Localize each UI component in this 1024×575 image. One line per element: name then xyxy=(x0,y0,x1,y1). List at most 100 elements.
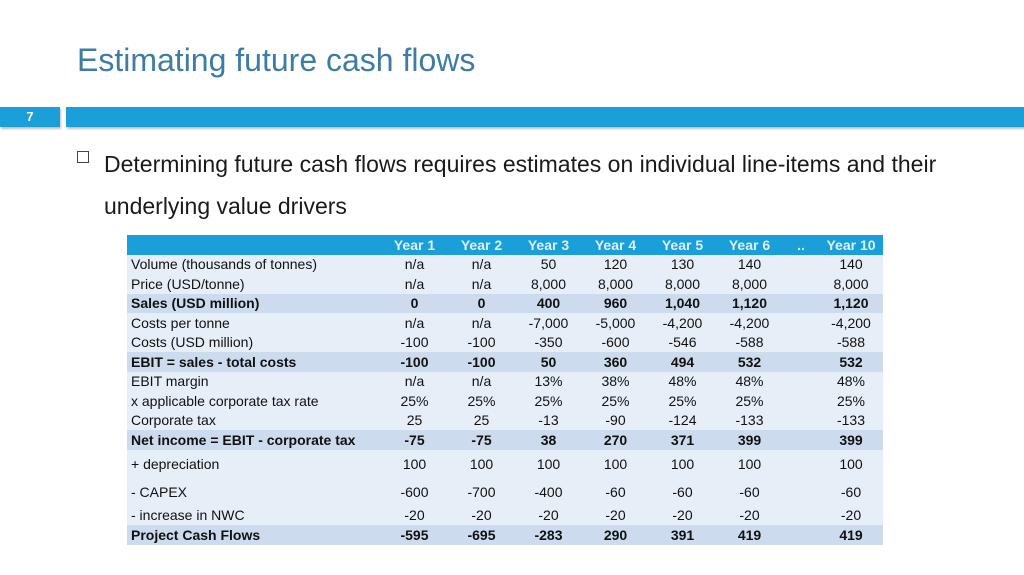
value-cell: 290 xyxy=(603,526,628,543)
value-cell: 13% xyxy=(534,373,563,390)
value-cell: 1,040 xyxy=(664,295,701,312)
value-cell: -695 xyxy=(467,526,496,543)
value-cell: 25% xyxy=(534,392,563,409)
value-cell: 8,000 xyxy=(731,275,768,292)
value-cell: 399 xyxy=(737,431,762,448)
value-cell xyxy=(783,255,819,275)
value-cell: -90 xyxy=(605,412,626,429)
value-cell: -546 xyxy=(668,334,697,351)
table-row: Costs (USD million) -100 -100 -350 -600 -546 -… xyxy=(127,332,883,353)
value-cell: 419 xyxy=(737,526,762,543)
row-label: x applicable corporate tax rate xyxy=(131,392,319,409)
value-cell: 48% xyxy=(668,373,697,390)
value-cell xyxy=(783,450,819,478)
value-cell: -20 xyxy=(404,507,425,524)
value-cell: 1,120 xyxy=(731,295,768,312)
header-bar xyxy=(66,107,1024,127)
row-label: + depreciation xyxy=(131,455,220,472)
value-cell: 419 xyxy=(839,526,863,543)
value-cell: n/a xyxy=(404,373,425,390)
table-row: Corporate tax 25 25 -13 -90 -124 -133 -133 xyxy=(127,410,883,430)
value-cell: 120 xyxy=(603,256,628,273)
value-cell: 1,120 xyxy=(833,295,869,312)
header-year-cell: Year 1 xyxy=(381,235,448,255)
value-cell: 25% xyxy=(400,392,429,409)
value-cell: 8,000 xyxy=(664,275,701,292)
value-cell xyxy=(783,478,819,506)
value-cell xyxy=(783,333,819,353)
value-cell: -60 xyxy=(605,483,626,500)
row-label: Price (USD/tonne) xyxy=(131,275,245,292)
value-cell: -4,200 xyxy=(831,314,871,331)
value-cell: -7,000 xyxy=(528,314,569,331)
value-cell xyxy=(783,430,819,450)
value-cell: -700 xyxy=(467,483,496,500)
value-cell: 100 xyxy=(469,455,494,472)
value-cell: 100 xyxy=(670,455,695,472)
value-cell: 8,000 xyxy=(530,275,567,292)
value-cell: -20 xyxy=(672,507,693,524)
value-cell: -350 xyxy=(534,334,563,351)
value-cell: n/a xyxy=(471,373,492,390)
value-cell: -595 xyxy=(400,526,429,543)
value-cell: 100 xyxy=(603,455,628,472)
row-label: Corporate tax xyxy=(131,412,216,429)
table-row: Costs per tonne n/a n/a -7,000 -5,000 -4,200 -… xyxy=(127,313,883,333)
table-row: + depreciation 100 100 100 100 100 100 100 xyxy=(127,449,883,478)
value-cell: 0 xyxy=(477,295,486,312)
value-cell: 50 xyxy=(540,256,557,273)
value-cell: 391 xyxy=(670,526,695,543)
table-row: x applicable corporate tax rate 25% 25% 25%… xyxy=(127,391,883,411)
value-cell: 0 xyxy=(410,295,419,312)
table-row: Net income = EBIT - corporate tax -75 -75 3… xyxy=(127,430,883,450)
value-cell: 360 xyxy=(603,353,628,370)
header-year-cell: Year 3 xyxy=(515,235,582,255)
value-cell: -100 xyxy=(467,334,496,351)
value-cell: -100 xyxy=(467,353,496,370)
value-cell: 25% xyxy=(735,392,764,409)
bullet-square-icon xyxy=(77,151,89,163)
value-cell: 140 xyxy=(839,256,863,273)
value-cell: -283 xyxy=(534,526,563,543)
value-cell: 48% xyxy=(836,373,866,390)
value-cell xyxy=(783,372,819,392)
row-label: EBIT = sales - total costs xyxy=(131,353,297,370)
value-cell: -5,000 xyxy=(595,314,636,331)
value-cell: 100 xyxy=(839,455,863,472)
row-label: Sales (USD million) xyxy=(131,295,260,312)
value-cell: 960 xyxy=(603,295,628,312)
table-row: EBIT = sales - total costs -100 -100 50 360 4… xyxy=(127,352,883,372)
value-cell: 25% xyxy=(668,392,697,409)
value-cell: 25% xyxy=(467,392,496,409)
cash-flow-table: Year 1 Year 2 Year 3 Year 4 Year 5 Year 6.. Ye… xyxy=(127,235,883,545)
value-cell: 25 xyxy=(406,412,423,429)
value-cell: -13 xyxy=(538,412,559,429)
value-cell xyxy=(783,525,819,545)
value-cell: 100 xyxy=(402,455,427,472)
value-cell: -20 xyxy=(538,507,559,524)
value-cell: n/a xyxy=(471,256,492,273)
row-label: - increase in NWC xyxy=(131,507,245,524)
value-cell: -20 xyxy=(471,507,492,524)
header-year-cell: .. xyxy=(783,235,819,255)
table-header-row: Year 1 Year 2 Year 3 Year 4 Year 5 Year 6.. Ye… xyxy=(127,235,883,255)
value-cell: 50 xyxy=(540,353,557,370)
header-year-cell: Year 10 xyxy=(819,235,883,255)
value-cell: -133 xyxy=(836,412,866,429)
header-label-cell xyxy=(127,235,381,255)
value-cell: 25 xyxy=(473,412,490,429)
value-cell xyxy=(783,294,819,314)
value-cell: -60 xyxy=(840,483,862,500)
row-label: Costs per tonne xyxy=(131,314,230,331)
header-year-cell: Year 2 xyxy=(448,235,515,255)
row-label: EBIT margin xyxy=(131,373,209,390)
value-cell: -600 xyxy=(400,483,429,500)
value-cell: 25% xyxy=(601,392,630,409)
value-cell xyxy=(783,313,819,333)
table-row: Sales (USD million) 0 0 400 960 1,040 1,120 1,1… xyxy=(127,293,883,314)
value-cell: 48% xyxy=(735,373,764,390)
value-cell: -400 xyxy=(534,483,563,500)
value-cell: 399 xyxy=(839,431,863,448)
value-cell: -4,200 xyxy=(662,314,703,331)
value-cell: n/a xyxy=(471,275,492,292)
